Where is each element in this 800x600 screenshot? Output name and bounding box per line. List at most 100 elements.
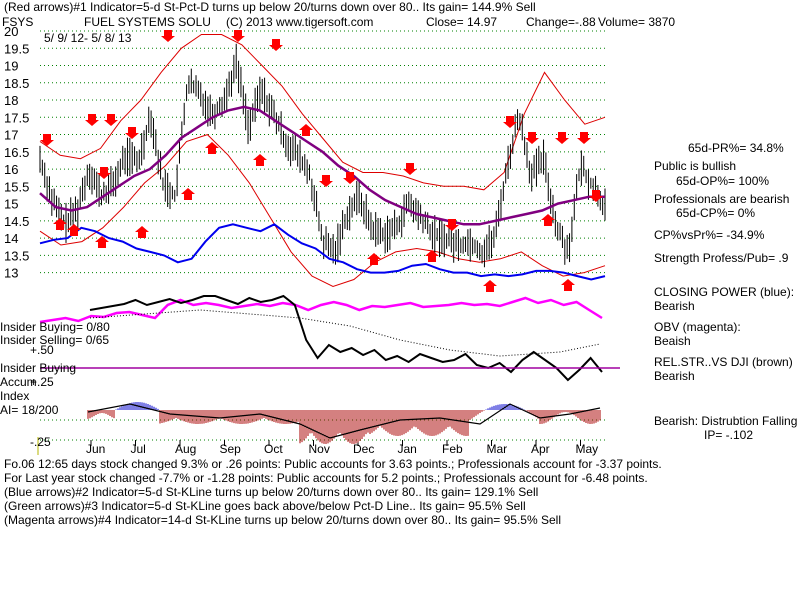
x-tick-label: Jan: [398, 442, 417, 456]
buy-arrow-icon: [561, 279, 575, 291]
y-tick-label: 15.5: [4, 179, 29, 194]
axis-plus25: +.25: [30, 375, 54, 389]
y-tick-label: 20: [4, 24, 18, 39]
strength-value: Strength Profess/Pub= .9: [654, 251, 789, 265]
buy-arrow-icon: [299, 124, 313, 136]
buy-arrow-icon: [483, 280, 497, 292]
obv-title: OBV (magenta):: [654, 320, 741, 334]
y-tick-label: 17: [4, 128, 18, 143]
sell-arrow-icon: [125, 127, 139, 139]
cp-value: 65d-CP%= 0%: [676, 206, 756, 220]
sell-arrow-icon: [343, 172, 357, 184]
buy-arrow-icon: [205, 142, 219, 154]
y-tick-label: 18: [4, 93, 18, 108]
obv-status: Beaish: [654, 334, 691, 348]
footer-line-5: (Magenta arrows)#4 Indicator=14-d St-KLi…: [4, 513, 561, 527]
x-tick-label: Mar: [487, 442, 508, 456]
rel-strength-ma-line: [89, 309, 601, 357]
sell-arrow-icon: [85, 114, 99, 126]
sell-arrow-icon: [97, 167, 111, 179]
lower-band-line: [39, 134, 606, 288]
company-name: FUEL SYSTEMS SOLU: [84, 15, 211, 29]
y-tick-label: 19: [4, 59, 18, 74]
y-tick-label: 14: [4, 231, 18, 246]
buy-arrow-icon: [67, 224, 81, 236]
x-tick-label: Nov: [309, 442, 330, 456]
sell-arrow-icon: [403, 163, 417, 175]
axis-plus50: +.50: [30, 343, 54, 357]
indicator-1-caption: (Red arrows)#1 Indicator=5-d St-Pct-D tu…: [4, 0, 536, 14]
sell-arrow-icon: [161, 30, 175, 42]
sell-arrow-icon: [269, 39, 283, 51]
sell-arrow-icon: [231, 30, 245, 42]
footer-line-1: Fo.06 12:65 days stock changed 9.3% or .…: [4, 457, 662, 471]
sell-arrow-icon: [319, 175, 333, 187]
y-tick-label: 19.5: [4, 41, 29, 56]
buy-arrow-icon: [541, 214, 555, 226]
insider-buying-count: Insider Buying= 0/80: [0, 320, 110, 334]
sell-arrow-icon: [445, 219, 459, 231]
x-tick-label: Jul: [131, 442, 146, 456]
sell-arrow-icon: [577, 132, 591, 144]
y-tick-label: 18.5: [4, 76, 29, 91]
x-tick-label: Feb: [442, 442, 463, 456]
y-tick-label: 17.5: [4, 110, 29, 125]
x-tick-label: Apr: [531, 442, 550, 456]
change-value: Change=-.88: [526, 15, 596, 29]
cp-vs-pr-value: CP%vsPr%= -34.9%: [654, 228, 765, 242]
y-tick-label: 15: [4, 197, 18, 212]
sell-arrow-icon: [503, 116, 517, 128]
y-tick-label: 13: [4, 266, 18, 281]
accum-ma-line: [87, 403, 601, 439]
copyright: (C) 2013 www.tigersoft.com: [226, 15, 374, 29]
x-tick-label: Aug: [175, 442, 196, 456]
buy-arrow-icon: [53, 218, 67, 230]
x-tick-label: Jun: [86, 442, 105, 456]
buy-arrow-icon: [425, 250, 439, 262]
sell-arrow-icon: [104, 114, 118, 126]
y-tick-label: 16.5: [4, 145, 29, 160]
index-label: Index: [0, 389, 30, 403]
ticker-symbol: FSYS: [2, 15, 34, 29]
accum-label: Accum: [0, 375, 37, 389]
y-tick-label: 14.5: [4, 214, 29, 229]
accum-status: Bearish: Distrubtion Falling: [654, 414, 798, 428]
ai-value: AI= 18/200: [0, 403, 59, 417]
ip-value: IP= -.102: [704, 428, 754, 442]
buy-arrow-icon: [181, 188, 195, 200]
footer-line-4: (Green arrows)#3 Indicator=5-d St-KLine …: [4, 499, 526, 513]
closing-power-line: [39, 223, 606, 281]
public-status: Public is bullish: [654, 159, 737, 173]
sell-arrow-icon: [589, 190, 603, 202]
sell-arrow-icon: [525, 132, 539, 144]
x-tick-label: Dec: [353, 442, 374, 456]
axis-minus25: -.25: [30, 435, 51, 449]
x-tick-label: Oct: [264, 442, 283, 456]
date-range: 5/ 9/ 12- 5/ 8/ 13: [44, 31, 132, 45]
volume-value: Volume= 3870: [598, 15, 676, 29]
obv-line: [39, 296, 603, 324]
buy-arrow-icon: [95, 236, 109, 248]
closing-power-status: Bearish: [654, 299, 695, 313]
footer-line-3: (Blue arrows)#2 Indicator=5-d St-KLine t…: [4, 485, 539, 499]
insider-selling-count: Insider Selling= 0/65: [0, 333, 110, 347]
close-value: Close= 14.97: [426, 15, 498, 29]
rel-strength-title: REL.STR..VS DJI (brown): [654, 355, 793, 369]
rel-strength-status: Bearish: [654, 369, 695, 383]
moving-average-line: [39, 105, 605, 226]
x-tick-label: Sep: [220, 442, 242, 456]
sell-arrow-icon: [40, 134, 54, 146]
x-tick-label: May: [576, 442, 599, 456]
footer-line-2: For Last year stock changed -7.7% or -1.…: [4, 471, 648, 485]
insider-buying-label: Insider Buying: [0, 361, 77, 375]
buy-arrow-icon: [367, 253, 381, 265]
sell-arrow-icon: [555, 132, 569, 144]
y-tick-label: 13.5: [4, 248, 29, 263]
buy-arrow-icon: [135, 226, 149, 238]
professionals-status: Professionals are bearish: [654, 192, 790, 206]
rel-strength-line: [89, 294, 603, 382]
y-tick-label: 16: [4, 162, 18, 177]
op-value: 65d-OP%= 100%: [676, 174, 770, 188]
closing-power-title: CLOSING POWER (blue):: [654, 285, 795, 299]
buy-arrow-icon: [253, 154, 267, 166]
